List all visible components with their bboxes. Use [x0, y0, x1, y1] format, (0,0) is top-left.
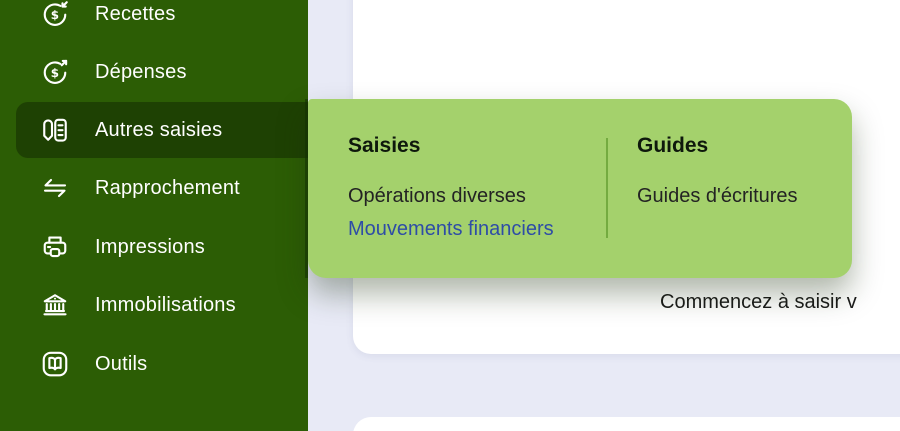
sidebar-item-depenses[interactable]: $ Dépenses	[0, 43, 308, 101]
secondary-card	[353, 417, 900, 431]
svg-text:$: $	[51, 66, 60, 80]
sidebar-item-label: Outils	[95, 352, 148, 375]
sidebar-item-label: Rapprochement	[95, 176, 240, 199]
sidebar-item-impressions[interactable]: Impressions	[0, 218, 308, 276]
sidebar-item-label: Impressions	[95, 235, 206, 258]
sidebar-item-autres-saisies[interactable]: Autres saisies	[16, 102, 308, 158]
sidebar-item-label: Immobilisations	[95, 293, 236, 316]
bank-icon	[40, 290, 70, 320]
printer-icon	[40, 232, 70, 262]
menu-item-mouvements-financiers[interactable]: Mouvements financiers	[348, 218, 554, 240]
sidebar-item-immobilisations[interactable]: Immobilisations	[0, 276, 308, 334]
book-icon	[40, 349, 70, 379]
autres-saisies-flyout-menu: Saisies Opérations diverses Mouvements f…	[305, 99, 852, 278]
sidebar-item-label: Dépenses	[95, 60, 187, 83]
menu-item-guides-ecritures[interactable]: Guides d'écritures	[637, 185, 798, 207]
menu-item-operations-diverses[interactable]: Opérations diverses	[348, 185, 526, 207]
sidebar-item-label: Autres saisies	[95, 118, 223, 141]
sidebar-item-outils[interactable]: Outils	[0, 335, 308, 393]
sidebar-item-recettes[interactable]: $ Recettes	[0, 0, 308, 43]
journal-icon	[40, 115, 70, 145]
svg-text:$: $	[51, 8, 60, 22]
money-out-icon: $	[40, 57, 70, 87]
flyout-section-heading-guides: Guides	[637, 134, 709, 157]
sidebar-item-rapprochement[interactable]: Rapprochement	[0, 159, 308, 217]
flyout-divider	[606, 138, 608, 238]
welcome-text: Commencez à saisir v	[660, 291, 857, 313]
transfer-icon	[40, 173, 70, 203]
flyout-section-heading-saisies: Saisies	[348, 134, 421, 157]
sidebar: $ Recettes $ Dépenses	[0, 0, 308, 431]
sidebar-item-label: Recettes	[95, 2, 176, 25]
money-in-icon: $	[40, 0, 70, 29]
